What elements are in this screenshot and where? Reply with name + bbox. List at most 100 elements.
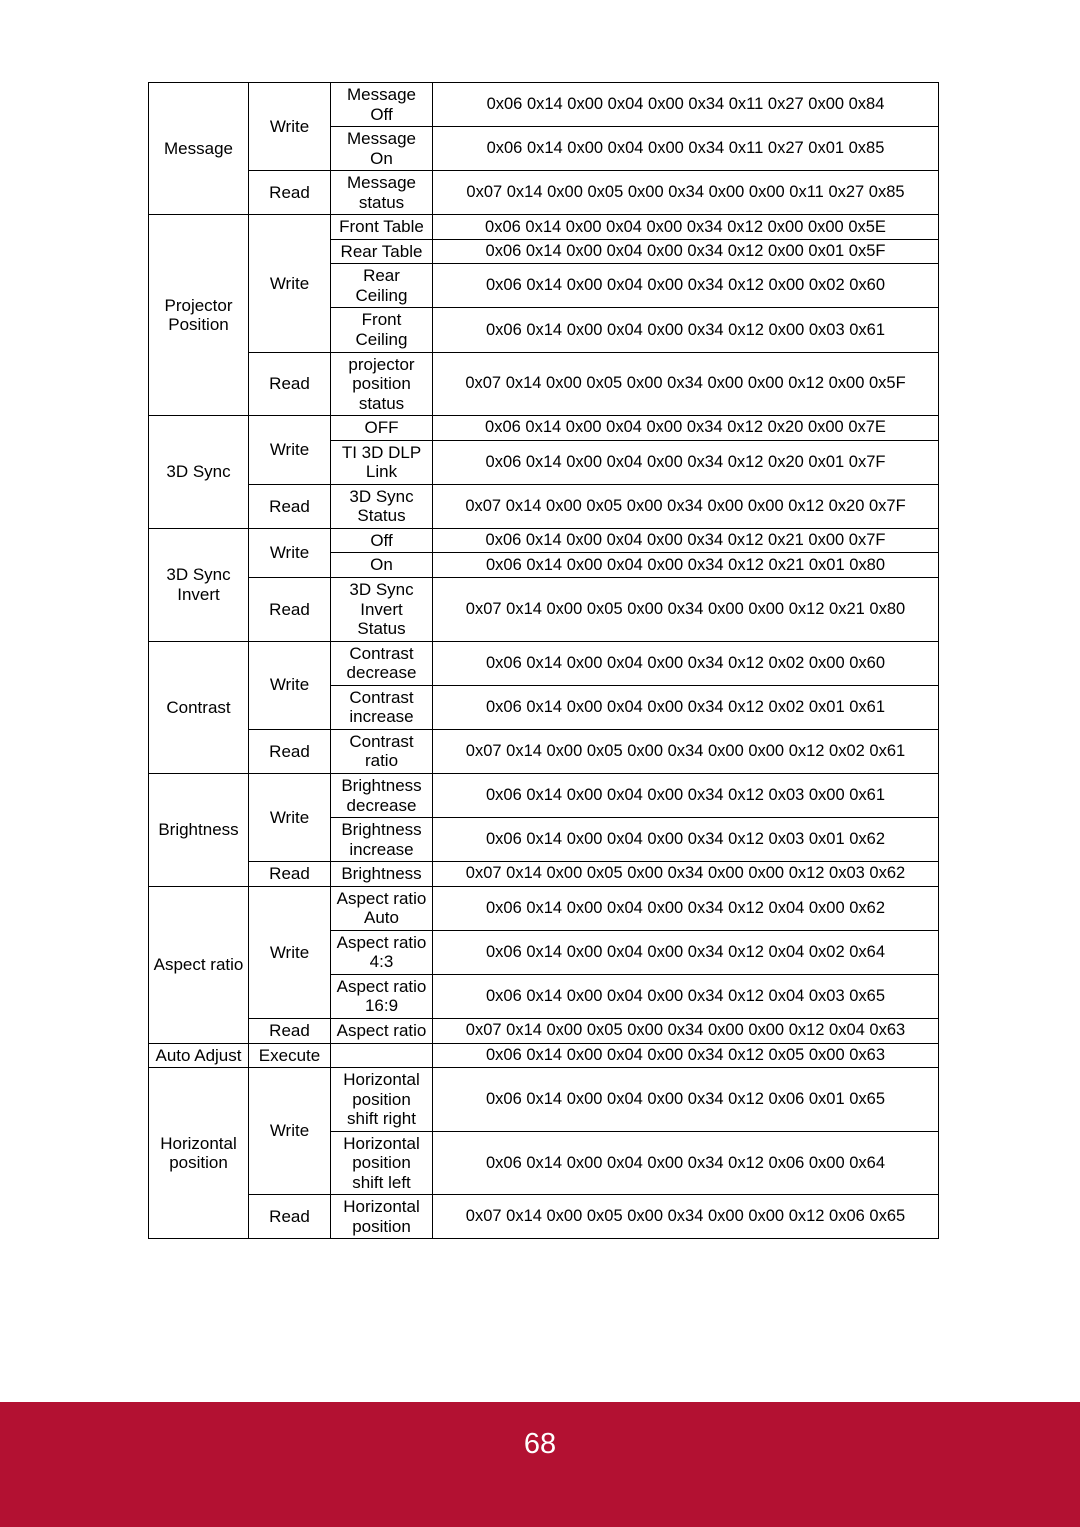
hex-cell: 0x06 0x14 0x00 0x04 0x00 0x34 0x11 0x27 … <box>433 127 939 171</box>
group-name-cell: Brightness <box>149 773 249 886</box>
mode-cell: Read <box>249 171 331 215</box>
command-cell: Message Off <box>331 83 433 127</box>
command-cell: Contrast increase <box>331 685 433 729</box>
mode-cell: Read <box>249 862 331 887</box>
hex-cell: 0x06 0x14 0x00 0x04 0x00 0x34 0x12 0x04 … <box>433 974 939 1018</box>
command-cell: Rear Table <box>331 239 433 264</box>
command-cell: Front Ceiling <box>331 308 433 352</box>
hex-cell: 0x06 0x14 0x00 0x04 0x00 0x34 0x12 0x02 … <box>433 685 939 729</box>
group-name-cell: Projector Position <box>149 215 249 416</box>
hex-cell: 0x06 0x14 0x00 0x04 0x00 0x34 0x12 0x05 … <box>433 1043 939 1068</box>
command-cell: Contrast ratio <box>331 729 433 773</box>
command-cell: OFF <box>331 416 433 441</box>
command-cell: projector position status <box>331 352 433 416</box>
mode-cell: Write <box>249 83 331 171</box>
page: MessageWriteMessage Off0x06 0x14 0x00 0x… <box>0 0 1080 1527</box>
command-cell: Aspect ratio 4:3 <box>331 930 433 974</box>
mode-cell: Write <box>249 1068 331 1195</box>
hex-cell: 0x07 0x14 0x00 0x05 0x00 0x34 0x00 0x00 … <box>433 578 939 642</box>
hex-cell: 0x07 0x14 0x00 0x05 0x00 0x34 0x00 0x00 … <box>433 1195 939 1239</box>
command-cell: Horizontal position shift right <box>331 1068 433 1132</box>
hex-cell: 0x06 0x14 0x00 0x04 0x00 0x34 0x12 0x00 … <box>433 264 939 308</box>
group-name-cell: Aspect ratio <box>149 886 249 1043</box>
command-cell: Off <box>331 528 433 553</box>
table-row: Projector PositionWriteFront Table0x06 0… <box>149 215 939 240</box>
command-cell: On <box>331 553 433 578</box>
command-cell: Front Table <box>331 215 433 240</box>
table-row: ReadBrightness0x07 0x14 0x00 0x05 0x00 0… <box>149 862 939 887</box>
command-cell <box>331 1043 433 1068</box>
page-number: 68 <box>524 1428 556 1460</box>
mode-cell: Write <box>249 641 331 729</box>
command-cell: Aspect ratio Auto <box>331 886 433 930</box>
hex-cell: 0x06 0x14 0x00 0x04 0x00 0x34 0x12 0x03 … <box>433 818 939 862</box>
mode-cell: Read <box>249 1195 331 1239</box>
mode-cell: Write <box>249 416 331 485</box>
command-cell: Brightness increase <box>331 818 433 862</box>
table-row: Readprojector position status0x07 0x14 0… <box>149 352 939 416</box>
hex-cell: 0x06 0x14 0x00 0x04 0x00 0x34 0x12 0x20 … <box>433 416 939 441</box>
group-name-cell: Contrast <box>149 641 249 773</box>
group-name-cell: 3D Sync <box>149 416 249 529</box>
hex-cell: 0x06 0x14 0x00 0x04 0x00 0x34 0x12 0x00 … <box>433 308 939 352</box>
table-row: 3D SyncWriteOFF0x06 0x14 0x00 0x04 0x00 … <box>149 416 939 441</box>
table-row: ReadContrast ratio0x07 0x14 0x00 0x05 0x… <box>149 729 939 773</box>
command-table: MessageWriteMessage Off0x06 0x14 0x00 0x… <box>148 82 939 1239</box>
hex-cell: 0x06 0x14 0x00 0x04 0x00 0x34 0x12 0x00 … <box>433 239 939 264</box>
command-cell: Message status <box>331 171 433 215</box>
mode-cell: Write <box>249 528 331 577</box>
mode-cell: Read <box>249 484 331 528</box>
hex-cell: 0x06 0x14 0x00 0x04 0x00 0x34 0x12 0x04 … <box>433 886 939 930</box>
hex-cell: 0x06 0x14 0x00 0x04 0x00 0x34 0x12 0x00 … <box>433 215 939 240</box>
hex-cell: 0x06 0x14 0x00 0x04 0x00 0x34 0x12 0x21 … <box>433 528 939 553</box>
group-name-cell: Message <box>149 83 249 215</box>
hex-cell: 0x07 0x14 0x00 0x05 0x00 0x34 0x00 0x00 … <box>433 862 939 887</box>
mode-cell: Read <box>249 578 331 642</box>
table-row: Horizontal positionWriteHorizontal posit… <box>149 1068 939 1132</box>
mode-cell: Execute <box>249 1043 331 1068</box>
command-cell: TI 3D DLP Link <box>331 440 433 484</box>
hex-cell: 0x06 0x14 0x00 0x04 0x00 0x34 0x12 0x20 … <box>433 440 939 484</box>
mode-cell: Write <box>249 773 331 861</box>
mode-cell: Read <box>249 729 331 773</box>
command-cell: Brightness <box>331 862 433 887</box>
table-row: ReadAspect ratio0x07 0x14 0x00 0x05 0x00… <box>149 1018 939 1043</box>
command-cell: Aspect ratio 16:9 <box>331 974 433 1018</box>
hex-cell: 0x07 0x14 0x00 0x05 0x00 0x34 0x00 0x00 … <box>433 1018 939 1043</box>
mode-cell: Write <box>249 215 331 352</box>
hex-cell: 0x06 0x14 0x00 0x04 0x00 0x34 0x12 0x06 … <box>433 1068 939 1132</box>
mode-cell: Write <box>249 886 331 1018</box>
group-name-cell: Auto Adjust <box>149 1043 249 1068</box>
table-row: ContrastWriteContrast decrease0x06 0x14 … <box>149 641 939 685</box>
hex-cell: 0x06 0x14 0x00 0x04 0x00 0x34 0x12 0x06 … <box>433 1131 939 1195</box>
hex-cell: 0x06 0x14 0x00 0x04 0x00 0x34 0x12 0x21 … <box>433 553 939 578</box>
hex-cell: 0x06 0x14 0x00 0x04 0x00 0x34 0x11 0x27 … <box>433 83 939 127</box>
command-cell: Rear Ceiling <box>331 264 433 308</box>
group-name-cell: Horizontal position <box>149 1068 249 1239</box>
mode-cell: Read <box>249 352 331 416</box>
table-row: ReadMessage status0x07 0x14 0x00 0x05 0x… <box>149 171 939 215</box>
table-row: BrightnessWriteBrightness decrease0x06 0… <box>149 773 939 817</box>
hex-cell: 0x07 0x14 0x00 0x05 0x00 0x34 0x00 0x00 … <box>433 171 939 215</box>
command-cell: Aspect ratio <box>331 1018 433 1043</box>
group-name-cell: 3D Sync Invert <box>149 528 249 641</box>
table-row: Read3D Sync Invert Status0x07 0x14 0x00 … <box>149 578 939 642</box>
table-row: ReadHorizontal position0x07 0x14 0x00 0x… <box>149 1195 939 1239</box>
command-cell: Message On <box>331 127 433 171</box>
table-row: Aspect ratioWriteAspect ratio Auto0x06 0… <box>149 886 939 930</box>
table-row: MessageWriteMessage Off0x06 0x14 0x00 0x… <box>149 83 939 127</box>
hex-cell: 0x06 0x14 0x00 0x04 0x00 0x34 0x12 0x02 … <box>433 641 939 685</box>
command-cell: Horizontal position shift left <box>331 1131 433 1195</box>
table-row: Auto AdjustExecute 0x06 0x14 0x00 0x04 0x… <box>149 1043 939 1068</box>
mode-cell: Read <box>249 1018 331 1043</box>
command-cell: 3D Sync Invert Status <box>331 578 433 642</box>
command-cell: Brightness decrease <box>331 773 433 817</box>
command-cell: Contrast decrease <box>331 641 433 685</box>
hex-cell: 0x07 0x14 0x00 0x05 0x00 0x34 0x00 0x00 … <box>433 352 939 416</box>
command-cell: Horizontal position <box>331 1195 433 1239</box>
command-table-wrap: MessageWriteMessage Off0x06 0x14 0x00 0x… <box>148 82 938 1239</box>
hex-cell: 0x06 0x14 0x00 0x04 0x00 0x34 0x12 0x04 … <box>433 930 939 974</box>
table-row: Read3D Sync Status0x07 0x14 0x00 0x05 0x… <box>149 484 939 528</box>
hex-cell: 0x06 0x14 0x00 0x04 0x00 0x34 0x12 0x03 … <box>433 773 939 817</box>
hex-cell: 0x07 0x14 0x00 0x05 0x00 0x34 0x00 0x00 … <box>433 729 939 773</box>
